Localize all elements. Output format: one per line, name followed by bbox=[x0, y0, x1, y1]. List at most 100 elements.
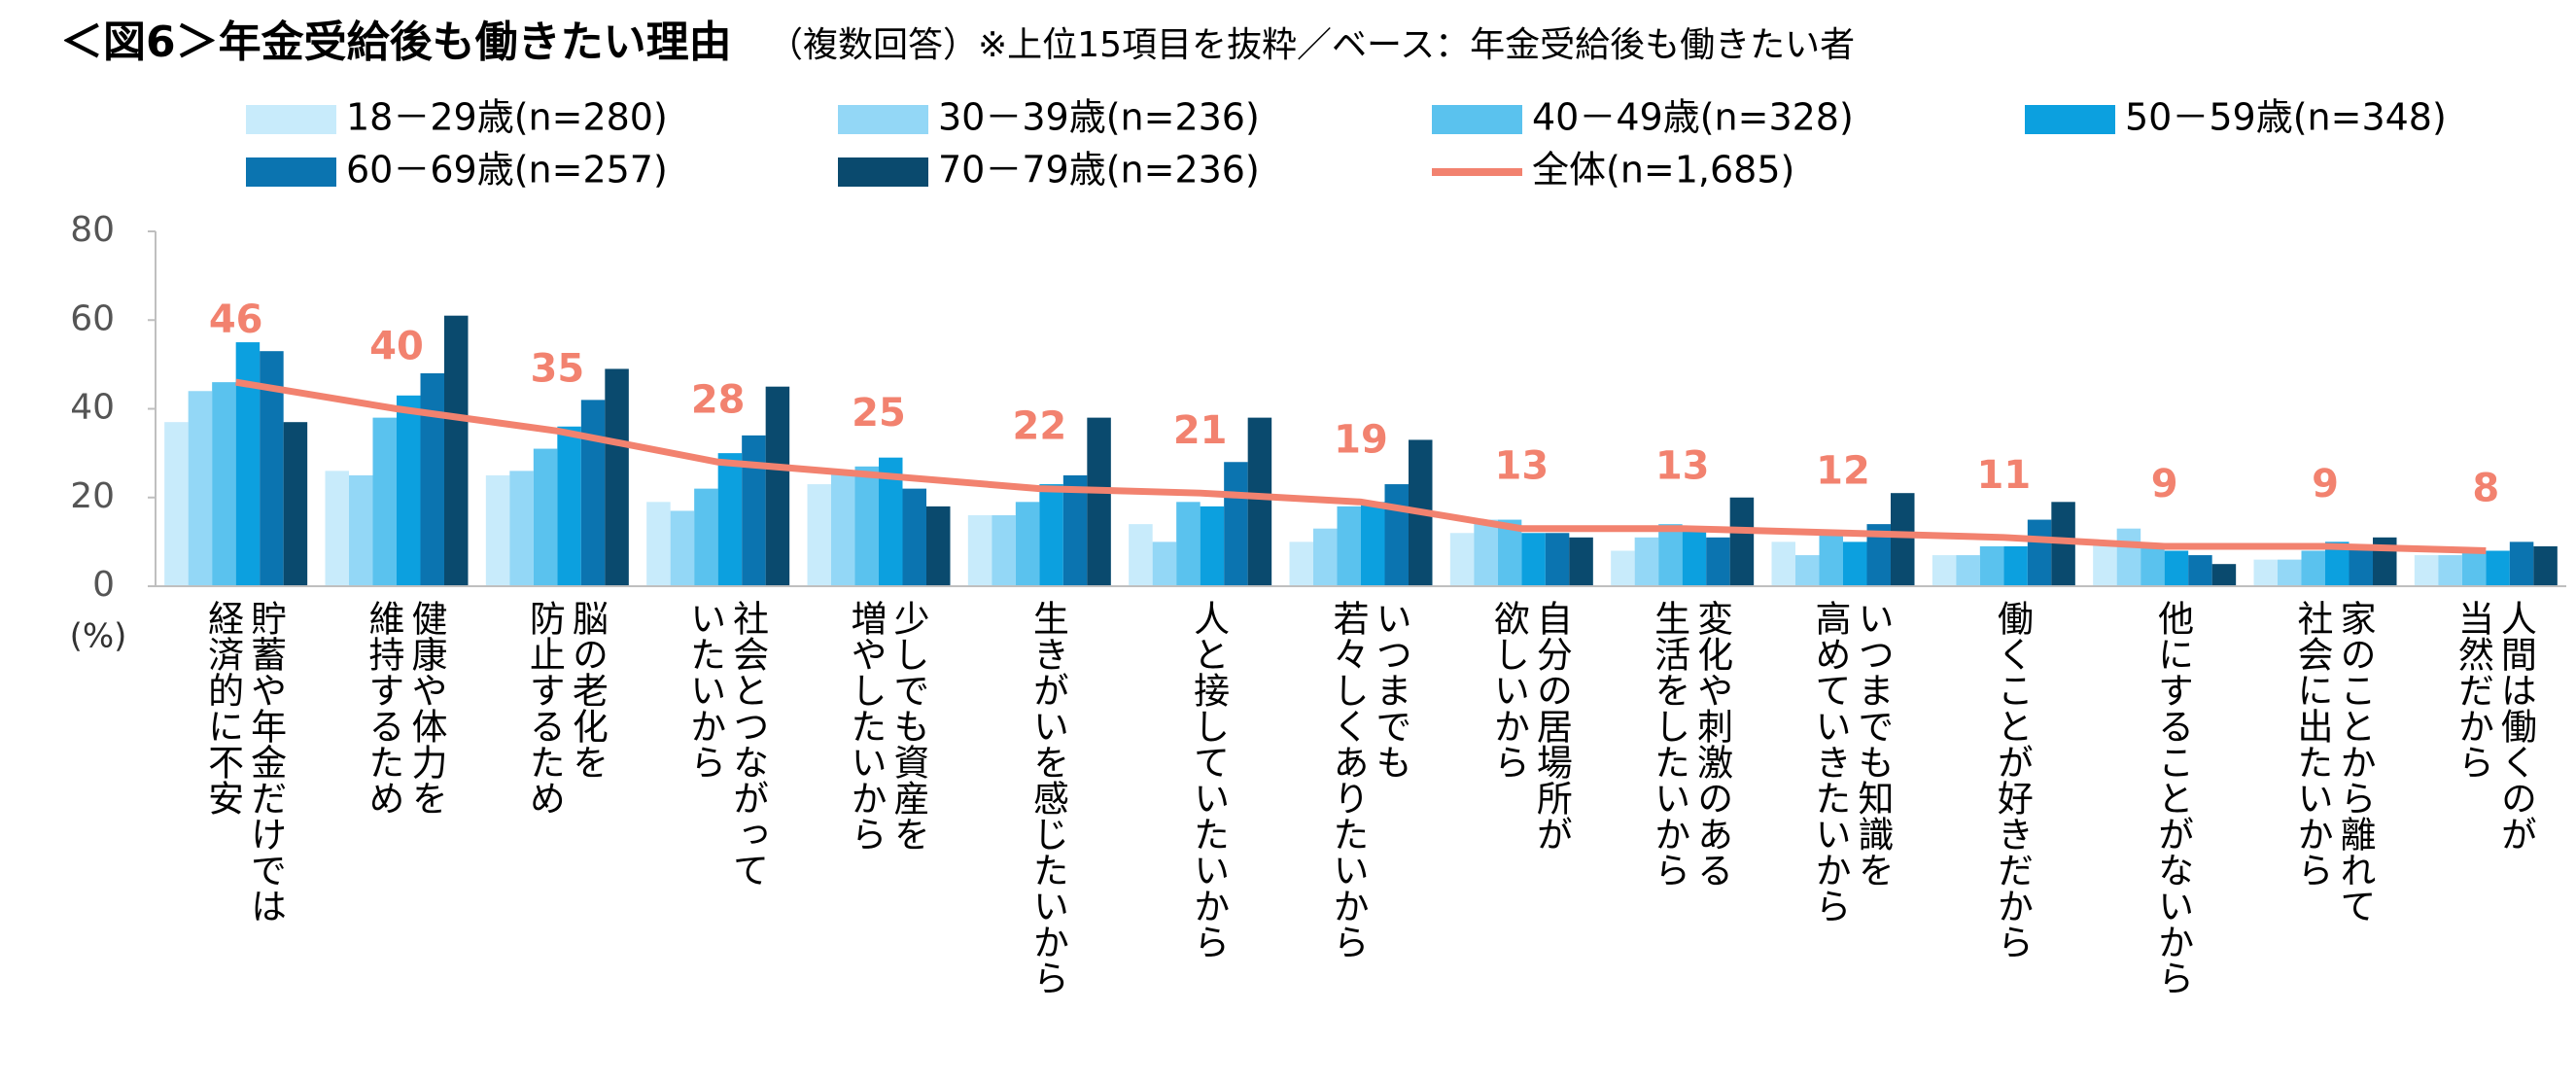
bar bbox=[1247, 417, 1272, 586]
bar bbox=[1176, 502, 1201, 586]
legend-label: 全体(n=1,685) bbox=[1532, 149, 1794, 192]
x-tick-label: 自分の居場所が 欲しいから bbox=[1487, 600, 1573, 852]
bar bbox=[1729, 497, 1755, 586]
bar bbox=[2533, 545, 2558, 586]
data-label: 9 bbox=[2151, 462, 2178, 507]
bar bbox=[1449, 533, 1475, 586]
bar bbox=[1891, 493, 1915, 586]
legend-swatch bbox=[838, 157, 928, 187]
bar bbox=[2116, 528, 2141, 586]
bar bbox=[926, 506, 951, 586]
bar bbox=[1658, 524, 1683, 586]
line bbox=[235, 378, 2487, 554]
bar bbox=[807, 484, 831, 586]
bar bbox=[765, 386, 790, 586]
bar bbox=[580, 400, 606, 586]
bar bbox=[2414, 555, 2439, 586]
x-tick-label: 他にすることがないから bbox=[2151, 600, 2194, 996]
y-tick-label: 0 bbox=[92, 565, 115, 605]
x-tick-label: 変化や刺激のある 生活をしたいから bbox=[1648, 600, 1733, 888]
legend-label: 50－59歳(n=348) bbox=[2125, 96, 2447, 139]
bar bbox=[1152, 542, 1177, 586]
bar bbox=[1979, 545, 2004, 586]
data-label: 21 bbox=[1173, 408, 1228, 453]
bar bbox=[2027, 519, 2052, 586]
bar bbox=[1087, 417, 1111, 586]
data-label: 9 bbox=[2312, 462, 2339, 507]
bar bbox=[646, 502, 671, 586]
y-tick-label: 60 bbox=[70, 298, 115, 338]
bar bbox=[902, 488, 926, 586]
bar bbox=[2349, 545, 2373, 586]
x-tick-label: 健康や体力を 維持するため bbox=[363, 600, 447, 816]
bar bbox=[397, 395, 421, 586]
bar bbox=[992, 515, 1016, 586]
bar bbox=[533, 448, 558, 586]
bar bbox=[2461, 550, 2487, 586]
x-tick-label: いつまでも知識を 高めていきたいから bbox=[1809, 600, 1894, 924]
bar bbox=[557, 426, 581, 586]
x-tick-label: 少しでも資産を 増やしたいから bbox=[845, 600, 929, 852]
data-label: 25 bbox=[852, 391, 906, 436]
data-label: 13 bbox=[1494, 444, 1549, 489]
bar bbox=[1384, 484, 1409, 586]
bar bbox=[1337, 506, 1361, 586]
bar bbox=[1706, 537, 1730, 586]
y-tick-label: 80 bbox=[70, 210, 115, 250]
bar bbox=[349, 474, 373, 586]
bar bbox=[717, 453, 743, 586]
bar bbox=[1521, 533, 1546, 586]
x-tick-label: 脳の老化を 防止するため bbox=[523, 600, 609, 816]
bar bbox=[1611, 550, 1635, 586]
bar bbox=[2188, 555, 2212, 586]
bar bbox=[420, 373, 444, 586]
data-label: 12 bbox=[1816, 448, 1870, 493]
bar bbox=[1039, 484, 1063, 586]
legend-swatch bbox=[246, 157, 336, 187]
legend-label: 40－49歳(n=328) bbox=[1532, 96, 1854, 139]
bar bbox=[1474, 519, 1498, 586]
y-tick-label: 40 bbox=[70, 388, 115, 428]
bar bbox=[509, 471, 534, 586]
bar bbox=[1634, 537, 1659, 586]
bar bbox=[444, 315, 469, 586]
bar bbox=[694, 488, 718, 586]
bar bbox=[1361, 502, 1385, 586]
legend-swatch bbox=[2025, 105, 2115, 134]
x-tick-label: 生きがいを感じたいから bbox=[1027, 600, 1069, 996]
data-label: 8 bbox=[2472, 467, 2499, 511]
data-label: 22 bbox=[1012, 404, 1066, 449]
bar bbox=[2164, 550, 2189, 586]
bar bbox=[2438, 555, 2462, 586]
bar bbox=[283, 422, 308, 586]
bar bbox=[2509, 542, 2534, 586]
legend-label: 60－69歳(n=257) bbox=[346, 149, 668, 192]
bar bbox=[1932, 555, 1957, 586]
legend-swatch bbox=[246, 105, 336, 134]
bar bbox=[325, 471, 349, 586]
x-tick-label: 貯蓄や年金だけでは 経済的に不安 bbox=[201, 600, 287, 924]
bar bbox=[605, 368, 629, 586]
x-tick-label: 家のことから離れて 社会に出たいから bbox=[2291, 600, 2376, 924]
chart-title: ＜図6＞年金受給後も働きたい理由 bbox=[60, 17, 732, 67]
x-tick-label: いつまでも 若々しくありたいから bbox=[1327, 600, 1411, 960]
y-axis-label: (%) bbox=[70, 617, 127, 656]
bar bbox=[2253, 559, 2278, 586]
bar bbox=[1129, 524, 1153, 586]
bar bbox=[1682, 528, 1707, 586]
bar bbox=[485, 474, 510, 586]
bar bbox=[831, 471, 855, 586]
bar bbox=[1062, 474, 1088, 586]
bar bbox=[1200, 506, 1225, 586]
bar bbox=[235, 342, 261, 586]
data-label: 46 bbox=[209, 297, 263, 342]
bar bbox=[2301, 550, 2325, 586]
data-label: 35 bbox=[530, 346, 584, 391]
bar bbox=[1289, 542, 1313, 586]
y-tick-label: 20 bbox=[70, 476, 115, 516]
bar bbox=[1819, 533, 1843, 586]
bar bbox=[1015, 502, 1040, 586]
data-label: 19 bbox=[1334, 417, 1388, 462]
